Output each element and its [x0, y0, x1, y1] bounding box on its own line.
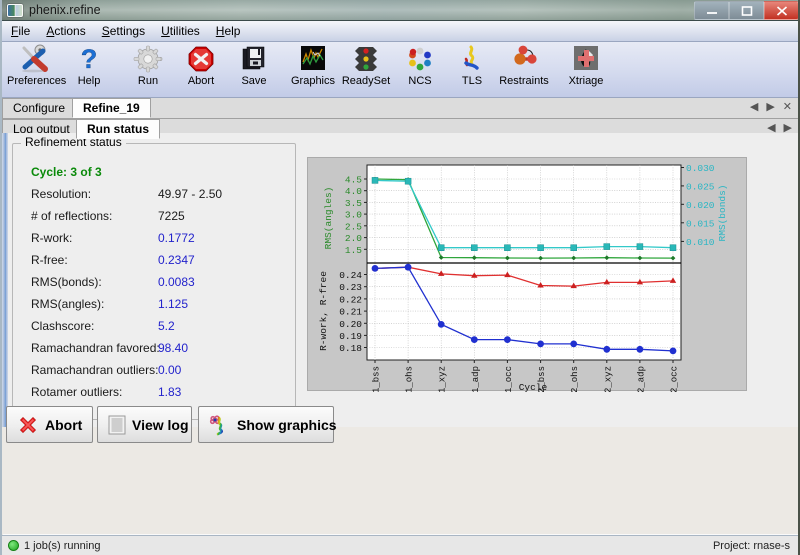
svg-text:1_adp: 1_adp — [471, 366, 481, 392]
svg-text:1_bss: 1_bss — [372, 366, 382, 392]
svg-text:2_occ: 2_occ — [670, 366, 680, 392]
svg-text:0.020: 0.020 — [686, 200, 715, 211]
svg-text:0.24: 0.24 — [339, 270, 362, 281]
svg-text:0.22: 0.22 — [339, 294, 362, 305]
svg-text:0.23: 0.23 — [339, 282, 362, 293]
svg-text:Cycle: Cycle — [519, 382, 548, 392]
svg-text:0.030: 0.030 — [686, 163, 715, 174]
svg-text:2_adp: 2_adp — [636, 366, 646, 392]
svg-text:4.0: 4.0 — [345, 186, 362, 197]
svg-text:2.0: 2.0 — [345, 233, 362, 244]
svg-text:0.015: 0.015 — [686, 218, 715, 229]
svg-text:1_occ: 1_occ — [504, 366, 514, 392]
svg-text:2_xyz: 2_xyz — [603, 366, 613, 392]
svg-text:RMS(bonds): RMS(bonds) — [717, 184, 728, 241]
svg-text:RMS(angles): RMS(angles) — [323, 187, 334, 250]
svg-text:0.19: 0.19 — [339, 331, 362, 342]
svg-text:?: ? — [81, 44, 98, 74]
svg-text:0.21: 0.21 — [339, 307, 362, 318]
svg-text:1_ohs: 1_ohs — [405, 366, 415, 392]
svg-text:2_ohs: 2_ohs — [570, 366, 580, 392]
svg-text:0.20: 0.20 — [339, 319, 362, 330]
svg-text:4.5: 4.5 — [345, 175, 362, 186]
svg-text:0.18: 0.18 — [339, 343, 362, 354]
svg-text:1_xyz: 1_xyz — [438, 366, 448, 392]
svg-text:3.5: 3.5 — [345, 198, 362, 209]
svg-text:0.025: 0.025 — [686, 181, 715, 192]
svg-text:3.0: 3.0 — [345, 210, 362, 221]
svg-text:R-work, R-free: R-work, R-free — [318, 271, 329, 351]
svg-text:0.010: 0.010 — [686, 237, 715, 248]
svg-text:1.5: 1.5 — [345, 245, 362, 256]
svg-text:2.5: 2.5 — [345, 221, 362, 232]
